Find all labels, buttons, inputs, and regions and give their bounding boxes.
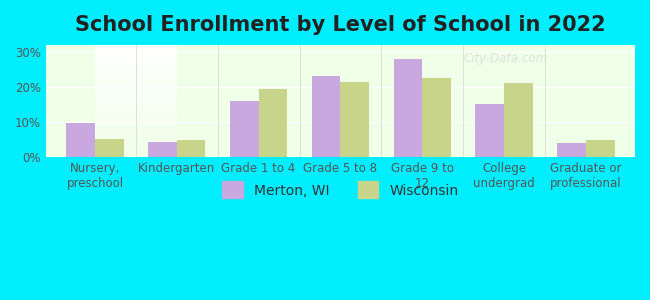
Bar: [177, 140, 205, 157]
Bar: [475, 104, 504, 157]
Bar: [95, 139, 124, 157]
Bar: [504, 83, 533, 157]
Bar: [259, 89, 287, 157]
Text: City-Data.com: City-Data.com: [463, 52, 547, 65]
Bar: [341, 82, 369, 157]
Legend: Merton, WI, Wisconsin: Merton, WI, Wisconsin: [216, 176, 464, 204]
Bar: [557, 143, 586, 157]
Title: School Enrollment by Level of School in 2022: School Enrollment by Level of School in …: [75, 15, 606, 35]
Bar: [586, 140, 614, 157]
Bar: [230, 101, 259, 157]
Bar: [312, 76, 341, 157]
Bar: [66, 123, 95, 157]
Bar: [422, 78, 451, 157]
Bar: [394, 59, 422, 157]
Bar: [148, 142, 177, 157]
